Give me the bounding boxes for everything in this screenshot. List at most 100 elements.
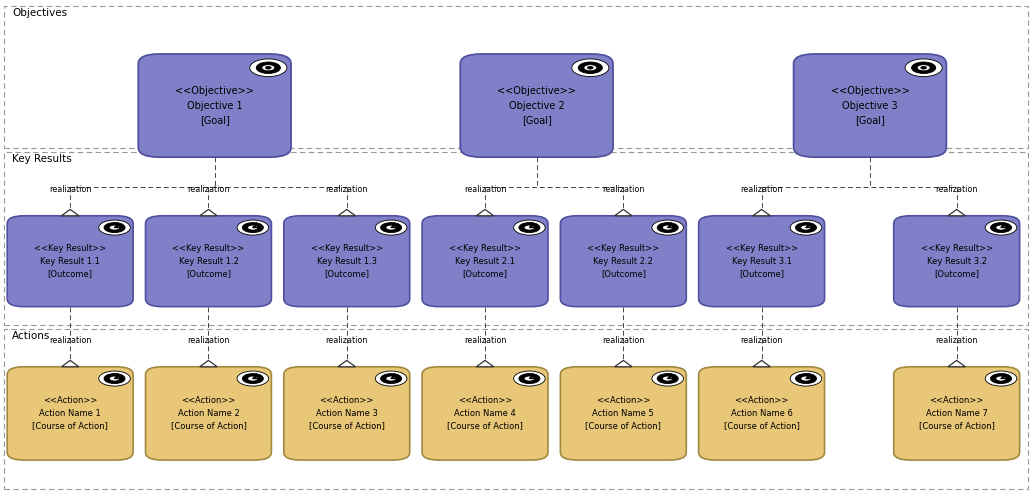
- Circle shape: [663, 225, 673, 230]
- Text: <<Objective>>
Objective 1
[Goal]: <<Objective>> Objective 1 [Goal]: [175, 86, 254, 125]
- Text: realization: realization: [325, 185, 368, 194]
- Text: <<Key Result>>
Key Result 3.1
[Outcome]: <<Key Result>> Key Result 3.1 [Outcome]: [725, 244, 798, 278]
- FancyBboxPatch shape: [7, 216, 133, 306]
- Text: <<Objective>>
Objective 3
[Goal]: <<Objective>> Objective 3 [Goal]: [831, 86, 909, 125]
- Circle shape: [99, 220, 130, 235]
- Circle shape: [917, 65, 930, 71]
- Circle shape: [237, 220, 268, 235]
- Circle shape: [801, 376, 811, 381]
- Circle shape: [584, 65, 596, 71]
- Polygon shape: [62, 360, 78, 367]
- FancyBboxPatch shape: [460, 54, 613, 157]
- Text: <<Key Result>>
Key Result 2.1
[Outcome]: <<Key Result>> Key Result 2.1 [Outcome]: [449, 244, 521, 278]
- Polygon shape: [615, 360, 632, 367]
- Circle shape: [237, 371, 268, 386]
- Text: <<Key Result>>
Key Result 1.3
[Outcome]: <<Key Result>> Key Result 1.3 [Outcome]: [311, 244, 383, 278]
- Polygon shape: [62, 209, 78, 216]
- FancyBboxPatch shape: [894, 367, 1020, 460]
- Text: realization: realization: [602, 336, 645, 345]
- Circle shape: [991, 222, 1011, 233]
- Text: <<Objective>>
Objective 2
[Goal]: <<Objective>> Objective 2 [Goal]: [497, 86, 576, 125]
- Circle shape: [104, 222, 125, 233]
- Text: realization: realization: [49, 185, 92, 194]
- Circle shape: [986, 371, 1017, 386]
- Polygon shape: [200, 360, 217, 367]
- Circle shape: [256, 62, 281, 74]
- Circle shape: [587, 66, 593, 69]
- Circle shape: [791, 371, 821, 386]
- Circle shape: [519, 222, 540, 233]
- Circle shape: [519, 374, 540, 383]
- Circle shape: [514, 371, 545, 386]
- FancyBboxPatch shape: [284, 367, 410, 460]
- Text: <<Action>>
Action Name 3
[Course of Action]: <<Action>> Action Name 3 [Course of Acti…: [309, 396, 385, 431]
- Circle shape: [991, 374, 1011, 383]
- FancyBboxPatch shape: [7, 367, 133, 460]
- Text: <<Key Result>>
Key Result 2.2
[Outcome]: <<Key Result>> Key Result 2.2 [Outcome]: [587, 244, 659, 278]
- Text: realization: realization: [740, 185, 783, 194]
- FancyBboxPatch shape: [146, 367, 271, 460]
- Text: <<Action>>
Action Name 7
[Course of Action]: <<Action>> Action Name 7 [Course of Acti…: [918, 396, 995, 431]
- Polygon shape: [338, 209, 355, 216]
- Circle shape: [262, 65, 275, 71]
- Text: realization: realization: [935, 185, 978, 194]
- Text: realization: realization: [602, 185, 645, 194]
- Circle shape: [109, 225, 120, 230]
- FancyBboxPatch shape: [422, 216, 548, 306]
- Circle shape: [996, 376, 1006, 381]
- Text: <<Action>>
Action Name 2
[Course of Action]: <<Action>> Action Name 2 [Course of Acti…: [170, 396, 247, 431]
- FancyBboxPatch shape: [422, 367, 548, 460]
- Text: <<Action>>
Action Name 5
[Course of Action]: <<Action>> Action Name 5 [Course of Acti…: [585, 396, 662, 431]
- Polygon shape: [477, 360, 493, 367]
- Polygon shape: [200, 209, 217, 216]
- Text: realization: realization: [463, 185, 507, 194]
- Text: <<Action>>
Action Name 4
[Course of Action]: <<Action>> Action Name 4 [Course of Acti…: [447, 396, 523, 431]
- FancyBboxPatch shape: [284, 216, 410, 306]
- Circle shape: [381, 222, 401, 233]
- Circle shape: [524, 376, 535, 381]
- Circle shape: [657, 374, 678, 383]
- Circle shape: [386, 225, 396, 230]
- Circle shape: [663, 376, 673, 381]
- Text: <<Action>>
Action Name 6
[Course of Action]: <<Action>> Action Name 6 [Course of Acti…: [723, 396, 800, 431]
- Polygon shape: [615, 209, 632, 216]
- FancyBboxPatch shape: [699, 367, 825, 460]
- Circle shape: [243, 374, 263, 383]
- Text: realization: realization: [49, 336, 92, 345]
- Circle shape: [104, 374, 125, 383]
- Circle shape: [801, 225, 811, 230]
- Circle shape: [791, 220, 821, 235]
- FancyBboxPatch shape: [794, 54, 946, 157]
- Circle shape: [905, 59, 942, 77]
- FancyBboxPatch shape: [146, 216, 271, 306]
- Text: realization: realization: [740, 336, 783, 345]
- Text: realization: realization: [187, 336, 230, 345]
- Circle shape: [376, 220, 407, 235]
- Polygon shape: [948, 209, 965, 216]
- Circle shape: [250, 59, 287, 77]
- Circle shape: [514, 220, 545, 235]
- Circle shape: [796, 374, 816, 383]
- Circle shape: [243, 222, 263, 233]
- Polygon shape: [948, 360, 965, 367]
- Circle shape: [796, 222, 816, 233]
- Text: <<Key Result>>
Key Result 1.1
[Outcome]: <<Key Result>> Key Result 1.1 [Outcome]: [34, 244, 106, 278]
- FancyBboxPatch shape: [699, 216, 825, 306]
- Circle shape: [572, 59, 609, 77]
- Text: <<Key Result>>
Key Result 3.2
[Outcome]: <<Key Result>> Key Result 3.2 [Outcome]: [921, 244, 993, 278]
- Text: realization: realization: [935, 336, 978, 345]
- Text: realization: realization: [325, 336, 368, 345]
- Circle shape: [911, 62, 936, 74]
- Text: Objectives: Objectives: [12, 8, 67, 18]
- Polygon shape: [753, 209, 770, 216]
- Circle shape: [265, 66, 271, 69]
- Circle shape: [652, 220, 683, 235]
- Circle shape: [986, 220, 1017, 235]
- Circle shape: [248, 225, 258, 230]
- FancyBboxPatch shape: [560, 216, 686, 306]
- Text: <<Action>>
Action Name 1
[Course of Action]: <<Action>> Action Name 1 [Course of Acti…: [32, 396, 108, 431]
- Circle shape: [578, 62, 603, 74]
- Circle shape: [652, 371, 683, 386]
- Text: Key Results: Key Results: [12, 154, 72, 164]
- Circle shape: [99, 371, 130, 386]
